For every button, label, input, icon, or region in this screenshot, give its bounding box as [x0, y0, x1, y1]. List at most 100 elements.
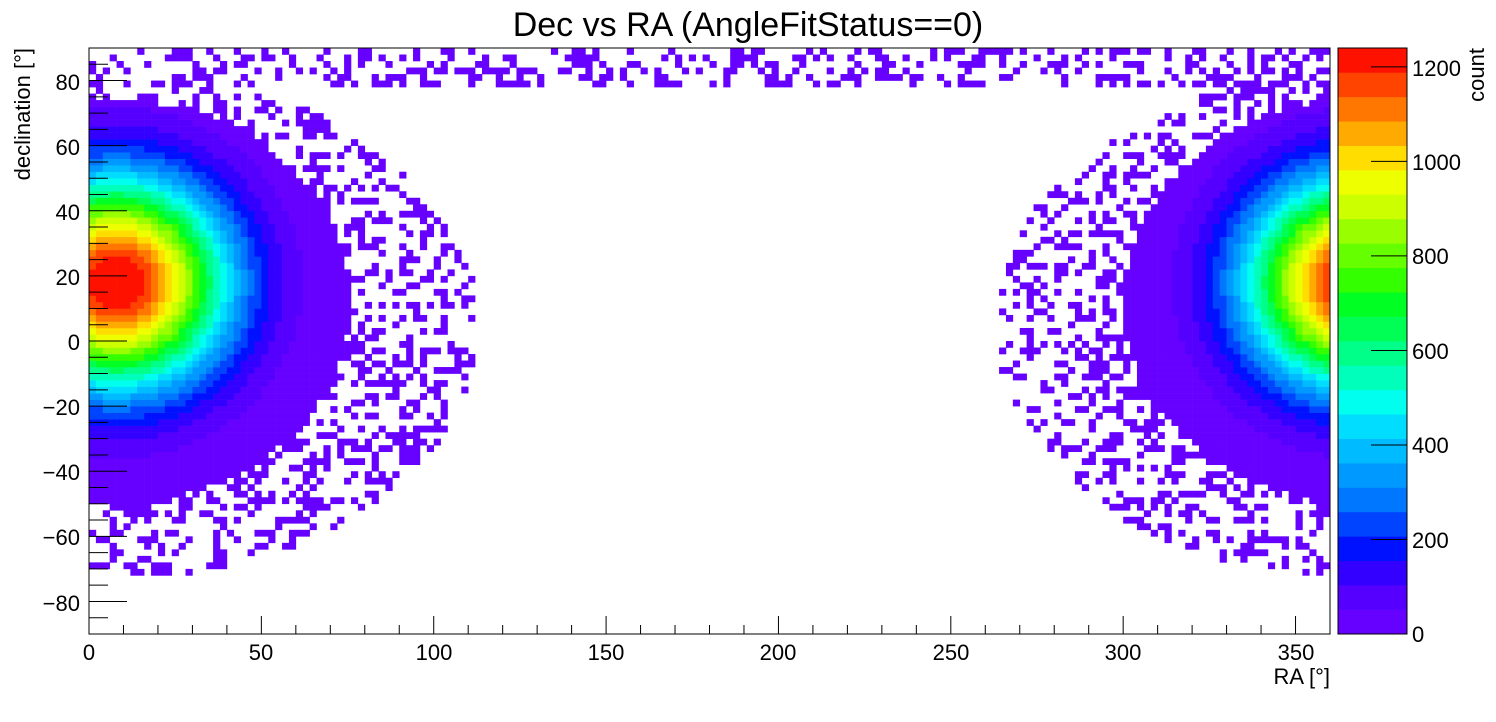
- heatmap-cell: [688, 54, 697, 62]
- heatmap-cell: [1261, 471, 1269, 479]
- heatmap-cell: [1178, 393, 1186, 400]
- heatmap-cell: [723, 67, 731, 75]
- heatmap-cell: [123, 67, 131, 75]
- heatmap-cell: [1178, 314, 1186, 322]
- heatmap-cell: [102, 380, 110, 387]
- heatmap-cell: [1095, 197, 1103, 205]
- heatmap-cell: [123, 243, 131, 251]
- heatmap-cell: [192, 165, 200, 173]
- heatmap-cell: [1254, 360, 1262, 368]
- heatmap-cell: [89, 380, 97, 387]
- heatmap-cell: [192, 184, 200, 192]
- palette-segment: [1338, 170, 1407, 195]
- heatmap-cell: [1281, 249, 1289, 257]
- heatmap-cell: [282, 236, 290, 244]
- heatmap-cell: [413, 399, 421, 407]
- heatmap-cell: [185, 334, 193, 342]
- y-tick-label: −40: [43, 460, 80, 485]
- heatmap-cell: [1316, 67, 1324, 75]
- heatmap-cell: [1309, 113, 1317, 120]
- heatmap-cell: [295, 380, 304, 387]
- heatmap-cell: [233, 321, 241, 329]
- heatmap-cell: [213, 445, 221, 452]
- heatmap-cell: [137, 432, 145, 439]
- heatmap-cell: [1074, 301, 1083, 309]
- heatmap-cell: [1081, 197, 1089, 205]
- heatmap-cell: [1261, 158, 1269, 166]
- heatmap-cell: [275, 106, 283, 114]
- heatmap-cell: [1205, 360, 1214, 368]
- heatmap-cell: [1240, 288, 1248, 296]
- heatmap-cell: [261, 529, 269, 537]
- heatmap-cell: [1274, 171, 1283, 179]
- heatmap-cell: [1309, 282, 1317, 290]
- heatmap-cell: [1178, 406, 1186, 413]
- heatmap-cell: [1171, 184, 1179, 192]
- heatmap-cell: [295, 308, 304, 316]
- heatmap-cell: [164, 360, 173, 368]
- heatmap-cell: [275, 178, 283, 186]
- heatmap-cell: [1267, 67, 1276, 75]
- heatmap-cell: [199, 74, 207, 81]
- heatmap-cell: [323, 210, 331, 218]
- heatmap-cell: [350, 223, 359, 231]
- heatmap-cell: [1219, 197, 1227, 205]
- heatmap-cell: [413, 367, 421, 374]
- heatmap-cell: [440, 67, 448, 75]
- heatmap-cell: [413, 301, 421, 309]
- heatmap-cell: [557, 67, 566, 75]
- heatmap-cell: [123, 341, 131, 348]
- heatmap-cell: [1205, 100, 1214, 107]
- heatmap-cell: [1123, 288, 1131, 296]
- heatmap-cell: [1302, 464, 1310, 472]
- heatmap-cell: [164, 256, 173, 264]
- heatmap-cell: [1212, 67, 1220, 75]
- heatmap-cell: [1205, 445, 1214, 452]
- heatmap-cell: [1233, 393, 1241, 400]
- heatmap-cell: [1254, 399, 1262, 407]
- heatmap-cell: [1309, 399, 1317, 407]
- heatmap-cell: [1185, 432, 1193, 439]
- heatmap-cell: [185, 367, 193, 374]
- heatmap-cell: [330, 327, 338, 335]
- heatmap-cell: [461, 360, 469, 368]
- heatmap-cell: [323, 48, 331, 55]
- heatmap-cell: [157, 288, 166, 296]
- heatmap-cell: [440, 314, 448, 322]
- heatmap-cell: [199, 210, 207, 218]
- heatmap-cell: [1240, 262, 1248, 270]
- heatmap-cell: [185, 451, 193, 459]
- heatmap-cell: [1136, 262, 1145, 270]
- heatmap-cell: [185, 171, 193, 179]
- heatmap-cell: [1102, 243, 1110, 251]
- heatmap-cell: [309, 288, 317, 296]
- heatmap-cell: [1178, 510, 1186, 518]
- heatmap-cell: [240, 354, 248, 361]
- heatmap-cell: [89, 301, 97, 309]
- heatmap-cell: [192, 126, 200, 133]
- heatmap-cell: [419, 393, 428, 400]
- heatmap-cell: [206, 406, 214, 413]
- heatmap-cell: [261, 132, 269, 140]
- heatmap-cell: [309, 126, 317, 133]
- heatmap-cell: [1205, 516, 1214, 524]
- heatmap-cell: [1150, 184, 1158, 192]
- heatmap-cell: [1199, 295, 1207, 303]
- heatmap-cell: [295, 217, 304, 225]
- heatmap-cell: [137, 510, 145, 518]
- heatmap-cell: [240, 314, 248, 322]
- heatmap-cell: [1012, 301, 1021, 309]
- heatmap-cell: [1323, 210, 1331, 218]
- heatmap-cell: [226, 282, 235, 290]
- heatmap-cell: [233, 458, 241, 466]
- heatmap-cell: [261, 438, 269, 446]
- heatmap-cell: [1247, 458, 1255, 466]
- heatmap-cell: [178, 464, 186, 472]
- heatmap-cell: [316, 393, 324, 400]
- heatmap-cell: [1178, 529, 1186, 537]
- heatmap-cell: [468, 275, 476, 283]
- heatmap-cell: [1323, 490, 1331, 498]
- heatmap-cell: [95, 445, 104, 452]
- heatmap-cell: [261, 464, 269, 472]
- heatmap-cell: [1274, 484, 1283, 492]
